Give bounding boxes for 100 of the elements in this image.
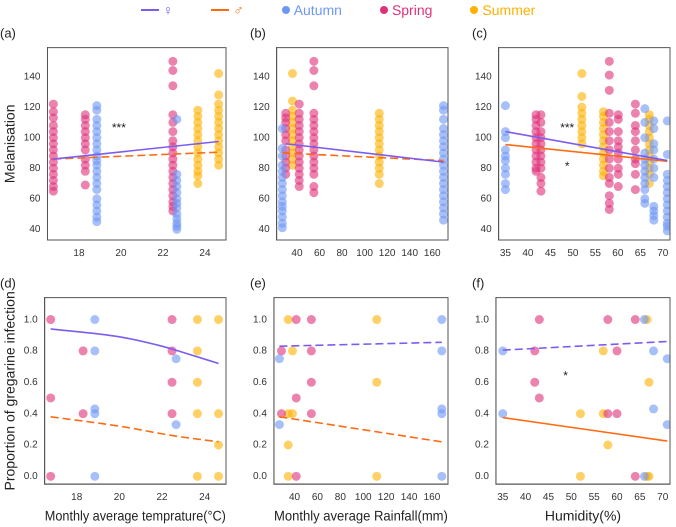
y-tick-label: 0.6 <box>474 377 490 388</box>
point <box>309 170 318 179</box>
point <box>640 198 650 208</box>
y-tick-label: 0.4 <box>24 408 38 420</box>
y-tick-label: 0.2 <box>252 440 268 451</box>
point <box>274 420 284 430</box>
annotation: * <box>564 159 570 174</box>
point <box>90 315 100 324</box>
x-tick-label: 40 <box>522 248 534 259</box>
point <box>630 145 640 154</box>
point <box>604 56 614 66</box>
y-tick-label: 0.0 <box>24 471 38 482</box>
point <box>640 185 650 194</box>
chart-title: (a) <box>0 25 16 40</box>
point <box>640 472 649 481</box>
y-tick-label: 80 <box>29 162 41 174</box>
point <box>292 393 301 402</box>
x-tick-label: 160 <box>424 248 441 259</box>
point <box>612 346 622 356</box>
y-axis-title: Proportion of gregarine infection <box>1 291 18 491</box>
point <box>192 346 202 356</box>
point <box>168 315 177 324</box>
point <box>168 127 178 136</box>
point <box>306 409 316 418</box>
point <box>294 100 304 109</box>
x-tick-label: 35 <box>500 248 512 259</box>
point <box>437 409 446 418</box>
point <box>46 315 56 324</box>
y-tick-label: 40 <box>480 224 492 236</box>
point <box>630 136 640 146</box>
point <box>192 315 202 324</box>
x-tick-label: 160 <box>424 492 441 503</box>
point <box>193 179 202 188</box>
legend-label: ♀ <box>162 2 174 18</box>
point <box>604 86 614 95</box>
y-tick-label: 0.0 <box>252 471 268 482</box>
point <box>630 127 640 136</box>
point <box>278 223 287 232</box>
point <box>306 346 316 356</box>
x-tick-label: 24 <box>199 492 211 503</box>
point <box>274 354 284 364</box>
point <box>168 378 177 387</box>
x-tick-label: 100 <box>354 492 372 503</box>
y-tick-label: 0.2 <box>474 440 490 451</box>
point <box>214 90 224 100</box>
point <box>278 144 287 153</box>
x-tick-label: 60 <box>314 248 326 259</box>
point <box>534 315 544 324</box>
y-tick-label: 120 <box>474 102 492 113</box>
point <box>630 100 640 109</box>
x-tick-label: 140 <box>401 248 418 259</box>
point <box>536 186 546 196</box>
point <box>437 472 446 481</box>
point <box>372 472 382 481</box>
point <box>498 409 508 418</box>
point <box>372 378 382 387</box>
x-tick-label: 40 <box>291 248 303 259</box>
point <box>193 171 202 180</box>
x-tick-label: 22 <box>157 248 169 259</box>
x-tick-label: 20 <box>115 248 127 259</box>
point <box>168 66 178 76</box>
x-tick-label: 120 <box>378 248 396 259</box>
point <box>309 188 318 198</box>
chart-title: (c) <box>472 25 488 40</box>
point <box>536 164 546 173</box>
y-tick-label: 0.8 <box>24 346 38 357</box>
point <box>92 185 102 194</box>
point <box>649 124 658 134</box>
point <box>168 409 177 418</box>
y-tick-label: 0.8 <box>252 346 268 357</box>
y-tick-label: 0.8 <box>474 346 490 357</box>
x-tick-label: 65 <box>634 492 646 503</box>
x-tick-label: 18 <box>71 492 83 503</box>
y-tick-label: 140 <box>252 71 270 82</box>
annotation: *** <box>112 120 126 135</box>
point <box>46 472 56 481</box>
point <box>214 69 224 78</box>
point <box>603 315 612 324</box>
point <box>644 378 654 387</box>
chart-title: (f) <box>472 275 484 290</box>
point <box>309 81 318 90</box>
y-tick-label: 60 <box>29 194 41 205</box>
point <box>640 118 650 127</box>
point <box>604 204 614 214</box>
y-tick-label: 100 <box>24 132 41 144</box>
point <box>438 106 448 115</box>
legend-label: Summer <box>482 2 536 18</box>
point <box>604 118 614 127</box>
point <box>576 409 585 418</box>
y-tick-label: 120 <box>24 102 41 113</box>
point <box>614 127 623 136</box>
x-axis-title: Monthly average Rainfall(mm) <box>274 508 448 524</box>
point <box>48 186 58 196</box>
point <box>604 164 614 173</box>
point <box>604 179 614 188</box>
y-tick-label: 1.0 <box>252 314 268 326</box>
point <box>374 179 384 188</box>
point <box>90 472 100 481</box>
point <box>649 404 658 414</box>
legend-label: Spring <box>392 2 432 18</box>
